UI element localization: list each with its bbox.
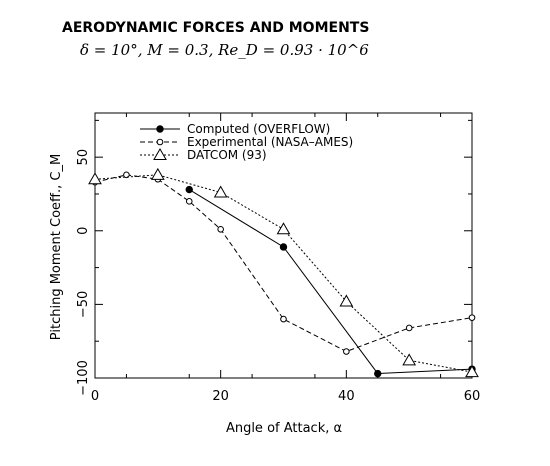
legend-marker xyxy=(156,138,164,146)
data-point xyxy=(217,226,224,233)
series-line xyxy=(94,174,473,373)
data-point xyxy=(185,198,193,205)
x-tick-label: 60 xyxy=(464,389,481,404)
legend-label: Experimental (NASA–AMES) xyxy=(187,135,353,149)
data-point xyxy=(465,365,479,378)
data-point xyxy=(339,294,354,307)
x-tick-label: 20 xyxy=(212,389,229,404)
series-2 xyxy=(88,167,479,378)
legend-entry: Computed (OVERFLOW) xyxy=(140,122,330,136)
chart-title: AERODYNAMIC FORCES AND MOMENTS xyxy=(62,20,369,36)
x-axis: 0 20 40 60 xyxy=(91,113,480,404)
data-point xyxy=(405,324,413,332)
data-point xyxy=(276,222,291,235)
legend-label: Computed (OVERFLOW) xyxy=(187,122,330,136)
y-tick-label: 0 xyxy=(76,227,91,235)
x-axis-label: Angle of Attack, α xyxy=(226,421,342,436)
y-tick-label: 50 xyxy=(76,149,91,166)
x-tick-label: 0 xyxy=(91,389,99,404)
data-point xyxy=(374,369,382,378)
y-axis-label: Pitching Moment Coeff., C_M xyxy=(49,154,64,340)
legend-entry: DATCOM (93) xyxy=(140,147,267,162)
legend-marker xyxy=(156,125,164,133)
series-line xyxy=(94,174,473,353)
data-point xyxy=(280,315,287,323)
series-1 xyxy=(91,171,476,355)
x-tick-label: 40 xyxy=(338,389,355,404)
data-point xyxy=(343,348,350,355)
y-axis: −100 −50 0 50 xyxy=(76,119,472,396)
series-layer xyxy=(88,167,479,378)
data-point xyxy=(185,185,193,194)
data-point xyxy=(468,314,476,321)
y-tick-label: −50 xyxy=(76,291,91,318)
legend-marker xyxy=(153,147,167,160)
plot-frame xyxy=(94,112,473,379)
y-tick-label: −100 xyxy=(76,360,91,396)
chart-subtitle: δ = 10°, M = 0.3, Re_D = 0.93 · 10^6 xyxy=(80,41,369,59)
series-line xyxy=(188,189,473,375)
data-point xyxy=(213,185,228,198)
legend-label: DATCOM (93) xyxy=(187,148,267,162)
data-point xyxy=(279,243,288,251)
data-point xyxy=(88,172,102,185)
plot-area xyxy=(94,112,473,379)
legend: Computed (OVERFLOW)Experimental (NASA–AM… xyxy=(140,122,353,162)
data-point xyxy=(123,171,130,179)
data-point xyxy=(402,353,417,366)
data-point xyxy=(150,167,165,180)
series-0 xyxy=(185,185,476,378)
legend-entry: Experimental (NASA–AMES) xyxy=(140,135,353,149)
